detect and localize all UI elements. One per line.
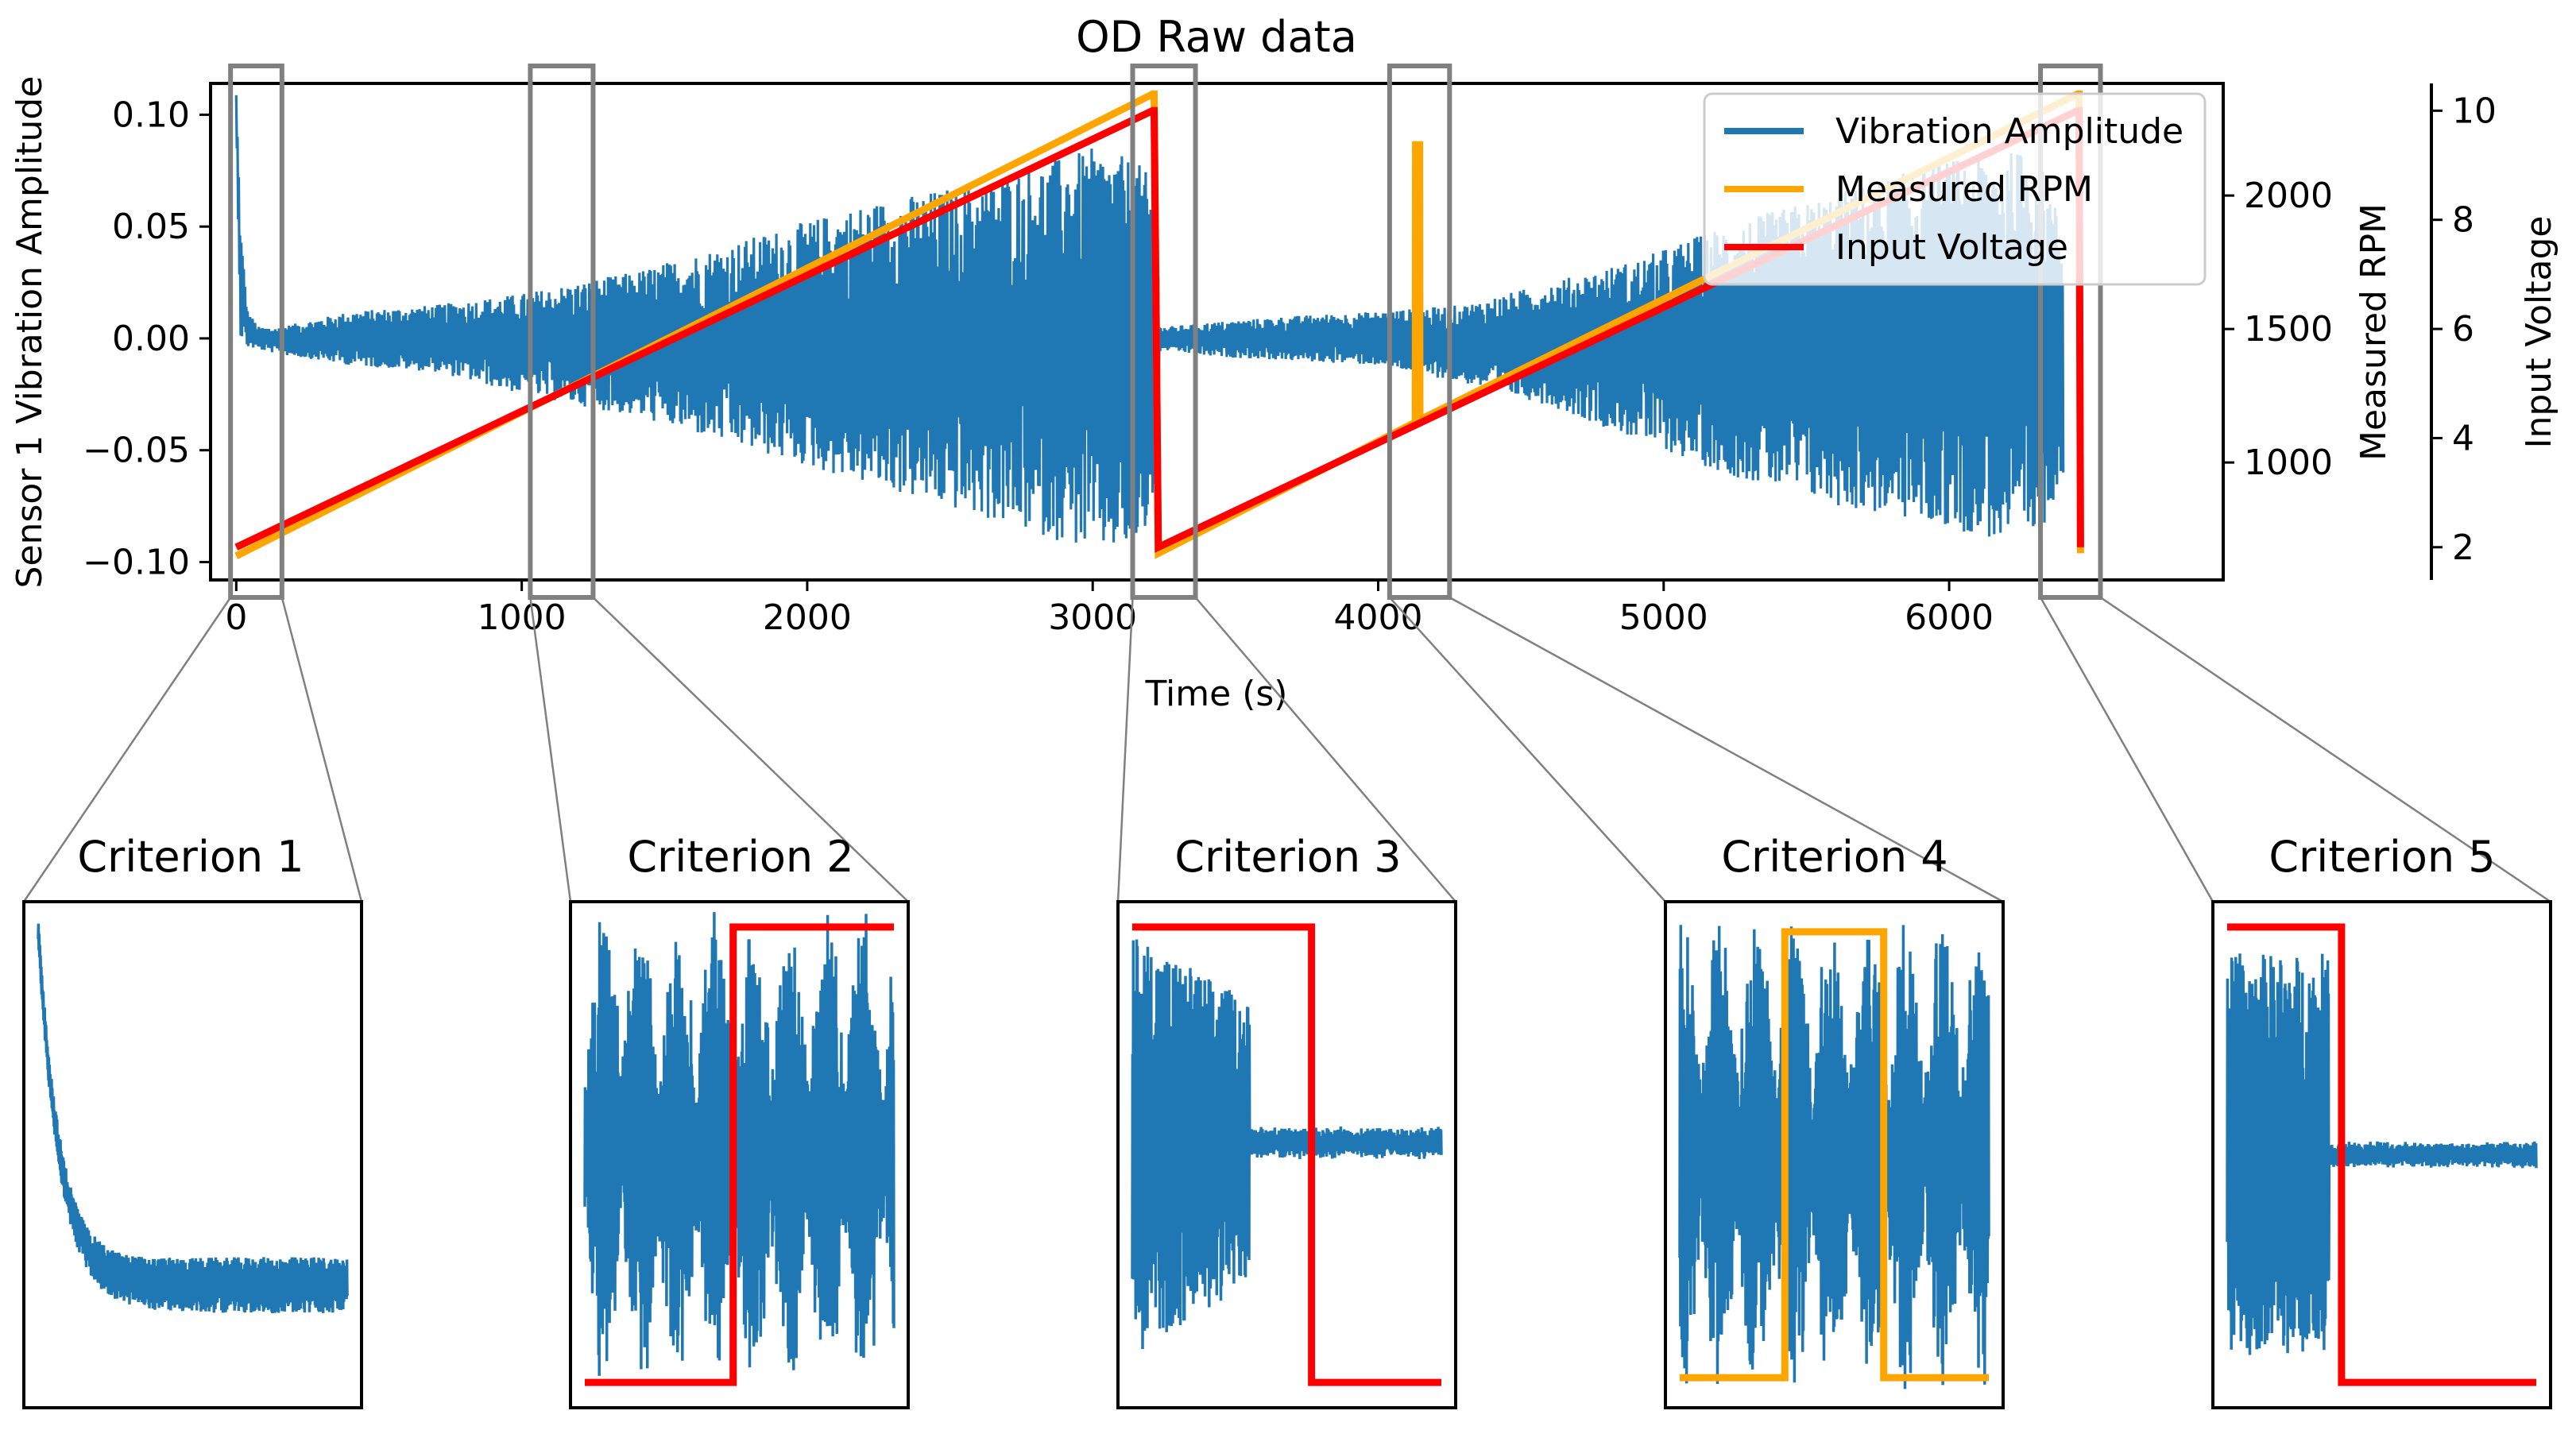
x-tick-label: 5000 xyxy=(1619,597,1708,638)
criterion-5-title: Criterion 5 xyxy=(2269,832,2495,882)
rpm-tick-label: 2000 xyxy=(2244,176,2333,216)
zoom-connector xyxy=(1194,597,1456,902)
highlight-box xyxy=(228,64,284,600)
legend-label-rpm: Measured RPM xyxy=(1835,169,2093,210)
y-axis-label-left: Sensor 1 Vibration Amplitude xyxy=(10,76,50,589)
panel-step-line xyxy=(585,923,894,1386)
x-tick-label: 3000 xyxy=(1048,597,1137,638)
main-plot-axes: 0 1000 2000 3000 4000 5000 6000 0.10 0.05 0.00 −0.… xyxy=(83,83,2497,638)
zoom-connector xyxy=(1116,597,1134,902)
panel-step-line xyxy=(1680,928,1989,1382)
x-tick-label: 0 xyxy=(225,597,247,638)
rpm-tick-label: 1000 xyxy=(2244,443,2333,483)
criterion-panel-2: Criterion 2 xyxy=(569,832,910,1409)
voltage-tick-label: 10 xyxy=(2452,91,2497,131)
y-axis-label-rpm: Measured RPM xyxy=(2354,203,2394,461)
x-tick-label: 1000 xyxy=(478,597,567,638)
x-tick-label: 6000 xyxy=(1905,597,1994,638)
legend-frame xyxy=(1703,92,2207,286)
y-axis-label-voltage: Input Voltage xyxy=(2519,216,2559,449)
criterion-3-frame xyxy=(1116,900,1457,1409)
zoom-connector xyxy=(529,597,572,902)
panel-step-line xyxy=(2227,923,2536,1386)
y-tick-label: 0.10 xyxy=(112,95,190,135)
voltage-tick-label: 8 xyxy=(2452,200,2474,241)
voltage-tick-label: 6 xyxy=(2452,309,2474,350)
criterion-panel-1: Criterion 1 xyxy=(22,832,363,1409)
criterion-1-frame xyxy=(22,900,363,1409)
zoom-connector xyxy=(22,597,232,902)
rpm-tick-label: 1500 xyxy=(2244,309,2333,350)
legend: Vibration Amplitude Measured RPM Input V… xyxy=(1703,92,2207,286)
panel-trace xyxy=(2226,953,2538,1355)
voltage-tick-label: 2 xyxy=(2452,528,2474,568)
panel-trace xyxy=(1678,925,1990,1389)
highlight-box xyxy=(1387,64,1452,600)
panel-trace xyxy=(37,923,349,1314)
y-tick-label: −0.10 xyxy=(83,542,190,582)
criterion-3-title: Criterion 3 xyxy=(1174,832,1401,882)
panel-trace xyxy=(583,912,895,1376)
zoom-connector xyxy=(2039,597,2214,902)
legend-label-vibration: Vibration Amplitude xyxy=(1835,111,2183,152)
panel-trace xyxy=(1131,939,1443,1350)
criterion-1-title: Criterion 1 xyxy=(77,832,304,882)
x-tick-label: 4000 xyxy=(1334,597,1423,638)
zoom-connector xyxy=(1449,596,2004,903)
y-tick-label: −0.05 xyxy=(83,431,190,471)
zoom-connector xyxy=(1388,597,1666,902)
y-tick-label: 0.05 xyxy=(112,207,190,247)
criterion-4-title: Criterion 4 xyxy=(1721,832,1947,882)
legend-label-voltage: Input Voltage xyxy=(1835,227,2068,268)
highlight-box xyxy=(2038,64,2103,600)
voltage-tick-label: 4 xyxy=(2452,418,2474,458)
highlight-box xyxy=(528,64,596,600)
criterion-panel-4: Criterion 4 xyxy=(1664,832,2005,1409)
chart-title: OD Raw data xyxy=(1076,12,1357,62)
criterion-2-title: Criterion 2 xyxy=(627,832,853,882)
x-axis-label: Time (s) xyxy=(1145,674,1288,714)
zoom-connector xyxy=(280,597,363,902)
x-tick-label: 2000 xyxy=(763,597,852,638)
criterion-5-frame xyxy=(2211,900,2552,1409)
zoom-connector xyxy=(592,597,909,902)
criterion-4-frame xyxy=(1664,900,2005,1409)
highlight-boxes xyxy=(22,64,2551,903)
criterion-panels: Criterion 1 Criterion 2 Criterion 3 Crit… xyxy=(22,832,2552,1409)
panel-step-line xyxy=(1132,923,1441,1386)
y-tick-label: 0.00 xyxy=(112,319,190,359)
zoom-connector xyxy=(2099,596,2551,903)
main-plot-frame xyxy=(209,82,2225,582)
highlight-box xyxy=(1130,64,1198,600)
criterion-panel-5: Criterion 5 xyxy=(2211,832,2552,1409)
criterion-2-frame xyxy=(569,900,910,1409)
criterion-panel-3: Criterion 3 xyxy=(1116,832,1457,1409)
